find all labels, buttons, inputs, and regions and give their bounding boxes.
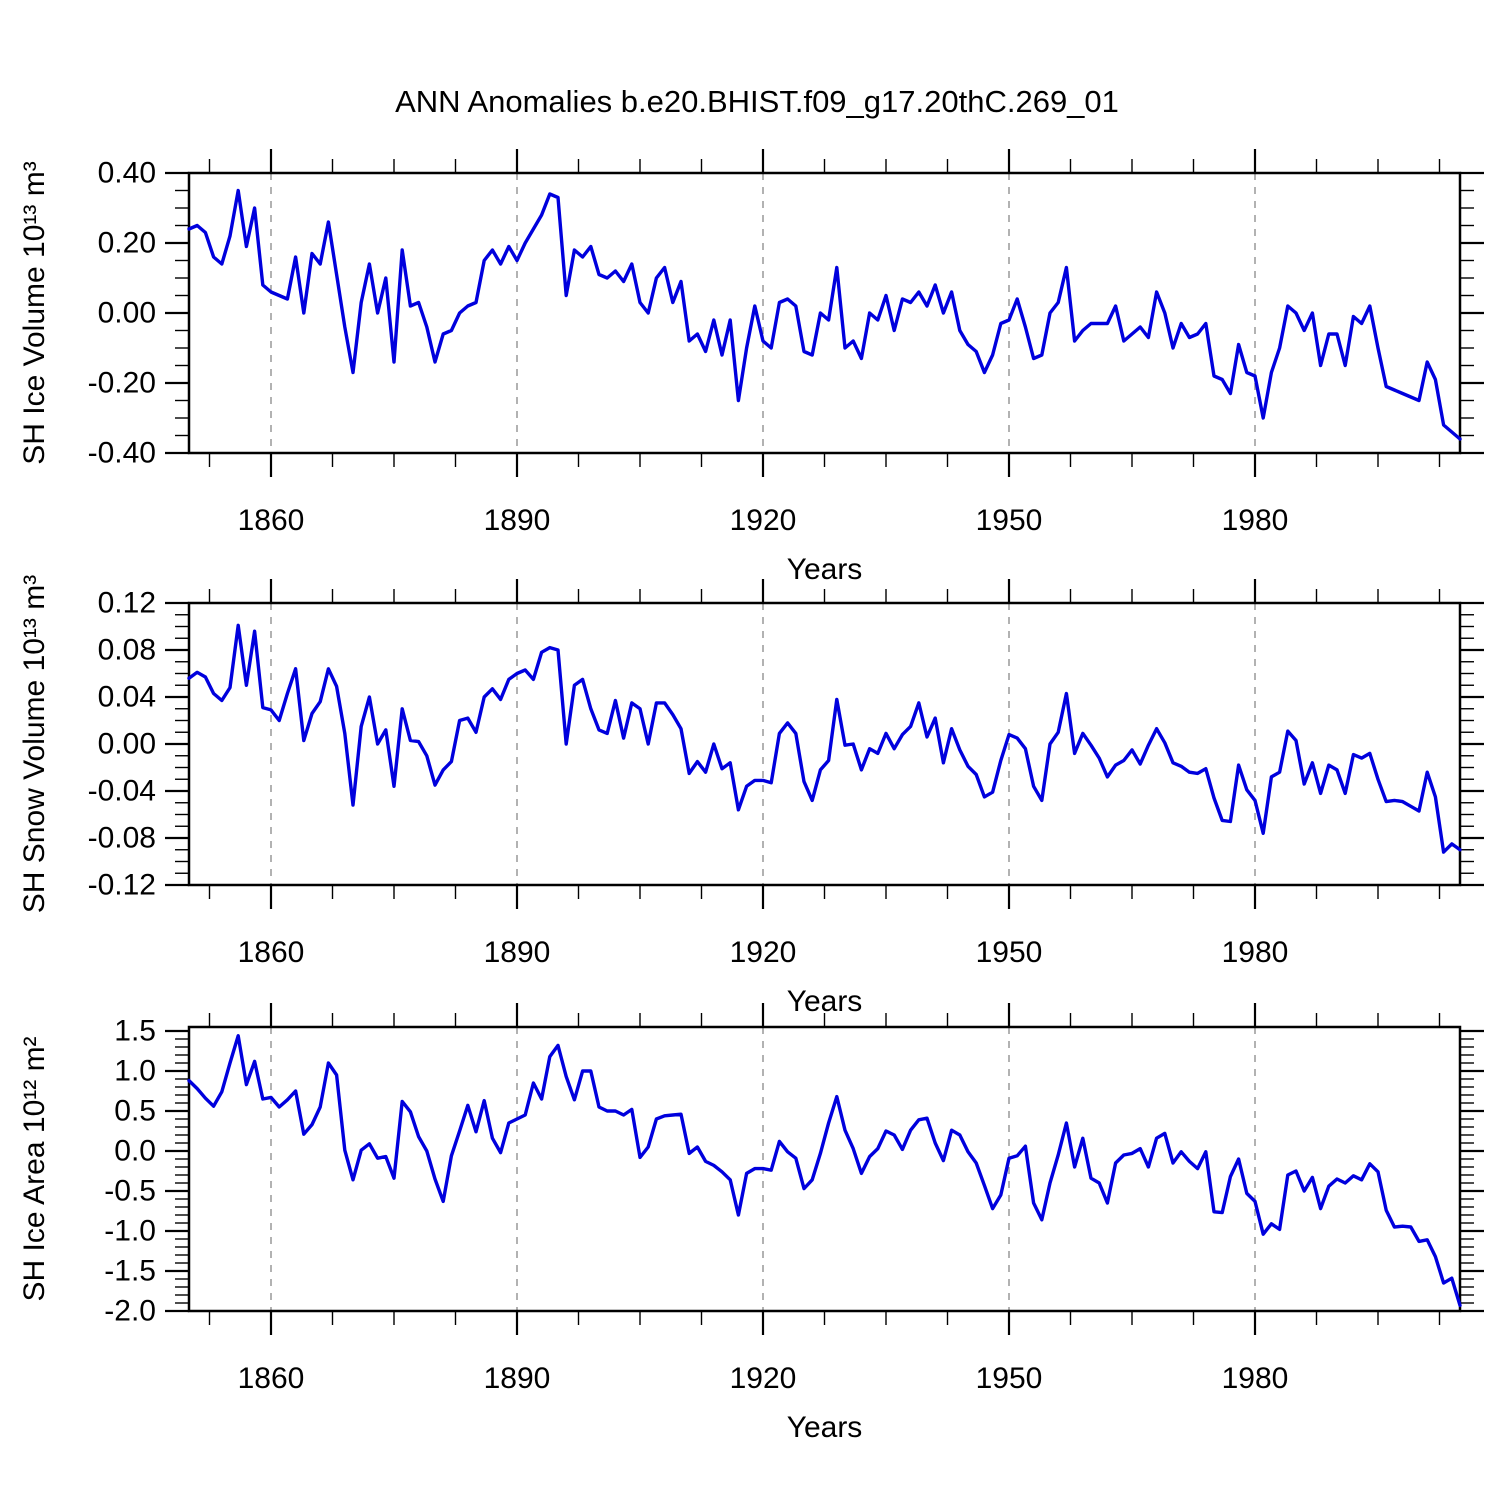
x-axis-title: Years xyxy=(787,985,863,1018)
sh-snow-volume-line xyxy=(187,623,1462,854)
y-tick-label: 0.04 xyxy=(98,681,156,714)
y-tick-label: 1.0 xyxy=(114,1055,156,1088)
axis-frame xyxy=(187,1025,1462,1313)
y-axis-title: SH Snow Volume 10¹³ m³ xyxy=(18,575,51,913)
y-tick-label: 0.00 xyxy=(98,297,156,330)
axis-frame xyxy=(187,171,1462,455)
sh-ice-area-panel: 1860 1890 1920 1950 1980 1.5 1.0 0.5 0.0 -0.5 -1.0… xyxy=(18,1003,1484,1444)
x-tick-label: 1950 xyxy=(976,1362,1043,1395)
sh-snow-volume-panel: 1860 1890 1920 1950 1980 0.12 0.08 0.04 0.00 -0.0… xyxy=(18,575,1484,1018)
y-tick-label: -1.5 xyxy=(104,1255,156,1288)
y-tick-label: 0.08 xyxy=(98,634,156,667)
x-tick-label: 1890 xyxy=(484,1362,551,1395)
axis-frame xyxy=(187,601,1462,887)
sh-ice-volume-panel: 1860 1890 1920 1950 1980 0.40 0.20 0.00 -0.20 -0.… xyxy=(18,149,1484,586)
sh-ice-volume-line xyxy=(187,188,1462,441)
x-tick-label: 1860 xyxy=(238,504,305,537)
x-tick-label: 1860 xyxy=(238,936,305,969)
y-tick-label: -0.08 xyxy=(88,822,156,855)
sh-ice-area-line xyxy=(187,1034,1462,1308)
y-tick-label: 0.12 xyxy=(98,587,156,620)
y-tick-label: -2.0 xyxy=(104,1295,156,1328)
y-tick-label: -1.0 xyxy=(104,1215,156,1248)
y-tick-label: -0.04 xyxy=(88,775,156,808)
panels-group: 1860 1890 1920 1950 1980 0.40 0.20 0.00 -0.20 -0.… xyxy=(18,149,1484,1444)
x-tick-label: 1950 xyxy=(976,504,1043,537)
x-tick-label: 1920 xyxy=(730,1362,797,1395)
y-tick-label: -0.12 xyxy=(88,869,156,902)
x-tick-label: 1980 xyxy=(1222,1362,1289,1395)
x-tick-label: 1890 xyxy=(484,504,551,537)
x-tick-label: 1860 xyxy=(238,1362,305,1395)
y-tick-label: -0.40 xyxy=(88,437,156,470)
y-axis-title: SH Ice Volume 10¹³ m³ xyxy=(18,161,51,464)
x-tick-label: 1920 xyxy=(730,504,797,537)
y-tick-label: -0.5 xyxy=(104,1175,156,1208)
x-tick-label: 1920 xyxy=(730,936,797,969)
y-axis-title: SH Ice Area 10¹² m² xyxy=(18,1036,51,1301)
y-tick-label: 0.0 xyxy=(114,1135,156,1168)
x-tick-label: 1980 xyxy=(1222,504,1289,537)
y-tick-label: 0.00 xyxy=(98,728,156,761)
x-tick-label: 1890 xyxy=(484,936,551,969)
y-tick-label: 0.20 xyxy=(98,227,156,260)
page-title: ANN Anomalies b.e20.BHIST.f09_g17.20thC.… xyxy=(395,84,1119,119)
x-tick-label: 1980 xyxy=(1222,936,1289,969)
y-tick-label: 0.5 xyxy=(114,1095,156,1128)
y-tick-label: 0.40 xyxy=(98,157,156,190)
x-axis-title: Years xyxy=(787,553,863,586)
x-axis-title: Years xyxy=(787,1411,863,1444)
x-tick-label: 1950 xyxy=(976,936,1043,969)
y-tick-label: -0.20 xyxy=(88,367,156,400)
y-tick-label: 1.5 xyxy=(114,1015,156,1048)
